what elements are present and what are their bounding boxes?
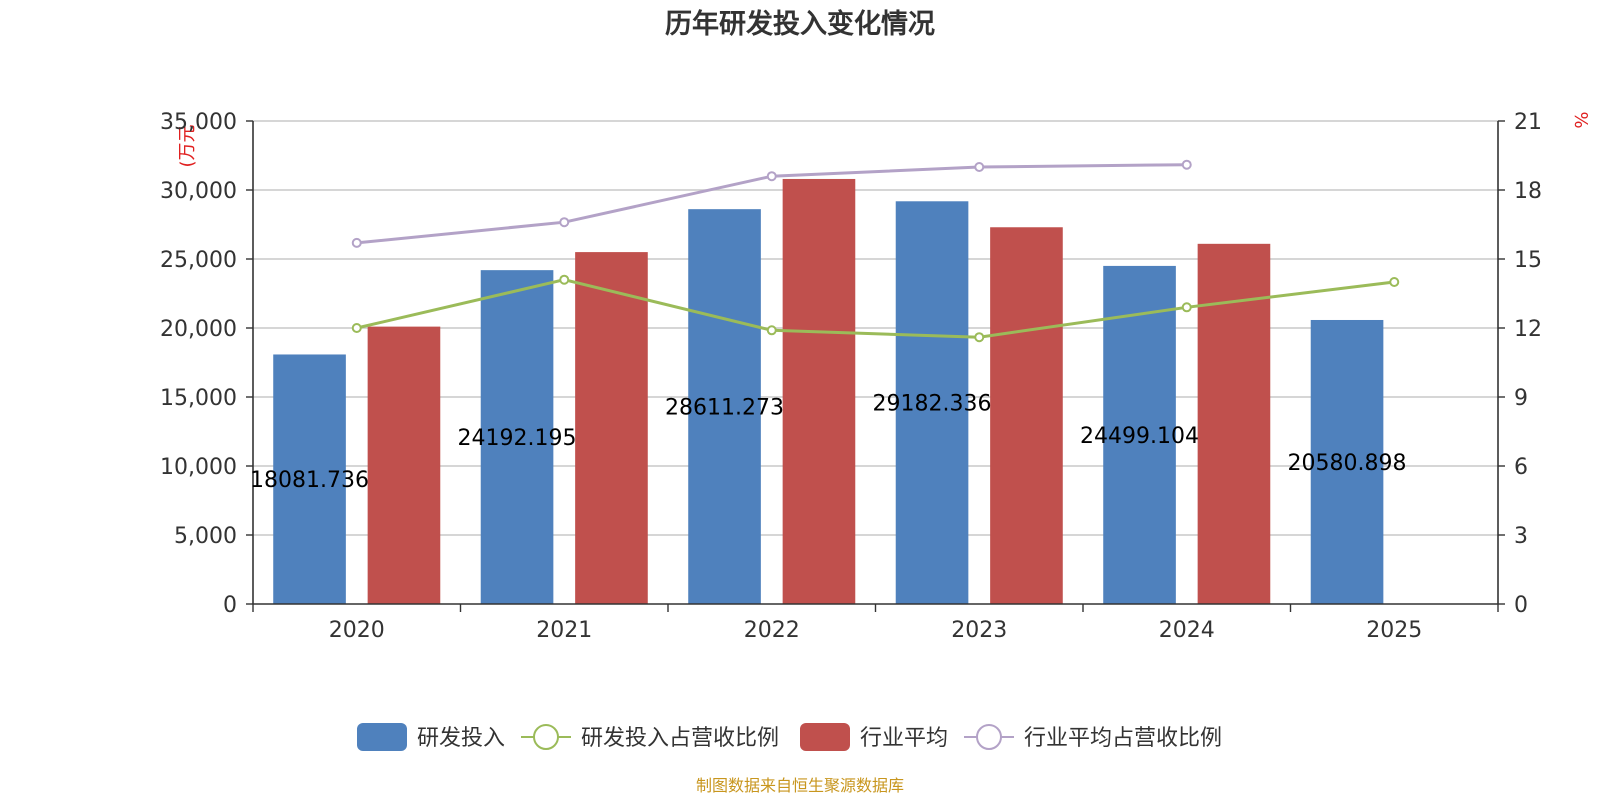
line-point-3-0 bbox=[351, 237, 362, 248]
x-tick-label: 2023 bbox=[951, 618, 1007, 643]
y-left-tick-label: 35,000 bbox=[160, 110, 237, 135]
gridlines bbox=[253, 120, 1498, 536]
data-label: 18081.736 bbox=[250, 468, 369, 493]
legend-item-0[interactable]: 研发投入 bbox=[357, 723, 505, 751]
y-left-tick-label: 5,000 bbox=[174, 524, 237, 549]
y-right-tick-label: 3 bbox=[1514, 524, 1528, 549]
bar-0-2 bbox=[688, 209, 761, 604]
y-left-tick-label: 0 bbox=[223, 593, 237, 618]
legend-label: 行业平均占营收比例 bbox=[1024, 726, 1222, 751]
y-left-tick-label: 10,000 bbox=[160, 455, 237, 480]
x-tick-label: 2025 bbox=[1366, 618, 1422, 643]
x-tick-label: 2022 bbox=[744, 618, 800, 643]
line-point-1-3 bbox=[974, 332, 985, 343]
bar-2-1 bbox=[575, 252, 648, 604]
line-point-3-3 bbox=[974, 162, 985, 172]
data-label: 24499.104 bbox=[1080, 424, 1199, 449]
bar-0-5 bbox=[1310, 319, 1384, 604]
y-left-tick-label: 20,000 bbox=[160, 317, 237, 342]
y-right-tick-label: 12 bbox=[1514, 317, 1542, 342]
legend-label: 研发投入占营收比例 bbox=[581, 726, 779, 751]
y-right-tick-label: 0 bbox=[1514, 593, 1528, 618]
y-left-tick-label: 15,000 bbox=[160, 386, 237, 411]
chart-title: 历年研发投入变化情况 bbox=[665, 8, 935, 40]
x-tick-label: 2024 bbox=[1159, 618, 1215, 643]
bar-2-0 bbox=[367, 326, 441, 604]
line-point-3-2 bbox=[766, 171, 777, 182]
legend[interactable]: 研发投入 研发投入占营收比例 行业平均 行业平均占营收比例 bbox=[357, 723, 1222, 751]
right-axis-unit: % bbox=[1570, 111, 1591, 128]
bar-2-3 bbox=[990, 227, 1063, 604]
legend-item-1[interactable]: 研发投入占营收比例 bbox=[521, 724, 779, 751]
y-left-tick-label: 30,000 bbox=[160, 179, 237, 204]
x-tick-label: 2021 bbox=[536, 618, 592, 643]
legend-item-2[interactable]: 行业平均 bbox=[800, 723, 948, 751]
y-right-tick-label: 18 bbox=[1514, 179, 1542, 204]
legend-swatch bbox=[357, 723, 407, 751]
line-point-1-4 bbox=[1181, 302, 1192, 313]
legend-swatch-marker bbox=[533, 724, 559, 750]
line-point-1-5 bbox=[1389, 277, 1400, 287]
legend-label: 行业平均 bbox=[860, 726, 948, 751]
legend-label: 研发投入 bbox=[417, 726, 505, 751]
legend-item-3[interactable]: 行业平均占营收比例 bbox=[964, 724, 1222, 751]
y-left-tick-label: 25,000 bbox=[160, 248, 237, 273]
bar-0-4 bbox=[1103, 265, 1176, 604]
y-right-tick-label: 6 bbox=[1514, 455, 1528, 480]
data-label: 24192.195 bbox=[458, 426, 577, 451]
y-right-tick-label: 15 bbox=[1514, 248, 1542, 273]
x-tick-label: 2020 bbox=[329, 618, 385, 643]
data-labels: 18081.736 24192.195 28611.273 29182.336 2449… bbox=[250, 392, 1406, 494]
data-label: 20580.898 bbox=[1288, 451, 1407, 476]
data-label: 29182.336 bbox=[873, 392, 992, 417]
bar-0-3 bbox=[895, 201, 969, 605]
bar-0-0 bbox=[273, 354, 346, 604]
line-point-1-2 bbox=[766, 325, 777, 336]
data-label: 28611.273 bbox=[665, 396, 784, 421]
line-point-1-1 bbox=[559, 274, 570, 285]
legend-swatch-marker bbox=[976, 724, 1002, 750]
y-right-tick-label: 9 bbox=[1514, 386, 1528, 411]
line-point-3-4 bbox=[1181, 159, 1192, 170]
bar-0-1 bbox=[480, 270, 554, 604]
lines bbox=[351, 159, 1400, 343]
bars bbox=[273, 178, 1384, 605]
left-axis-unit: (万元 bbox=[177, 124, 198, 167]
legend-swatch bbox=[800, 723, 850, 751]
line-point-3-1 bbox=[559, 217, 570, 228]
bar-2-2 bbox=[782, 178, 856, 604]
y-right-tick-label: 21 bbox=[1514, 110, 1542, 135]
axes: 0 0 5,000 3 10,000 6 15,000 9 20,000 12 25,000 15 30… bbox=[160, 110, 1542, 643]
line-point-1-0 bbox=[351, 323, 362, 333]
source-note: 制图数据来自恒生聚源数据库 bbox=[696, 776, 904, 795]
series-line-1 bbox=[356, 278, 1395, 339]
